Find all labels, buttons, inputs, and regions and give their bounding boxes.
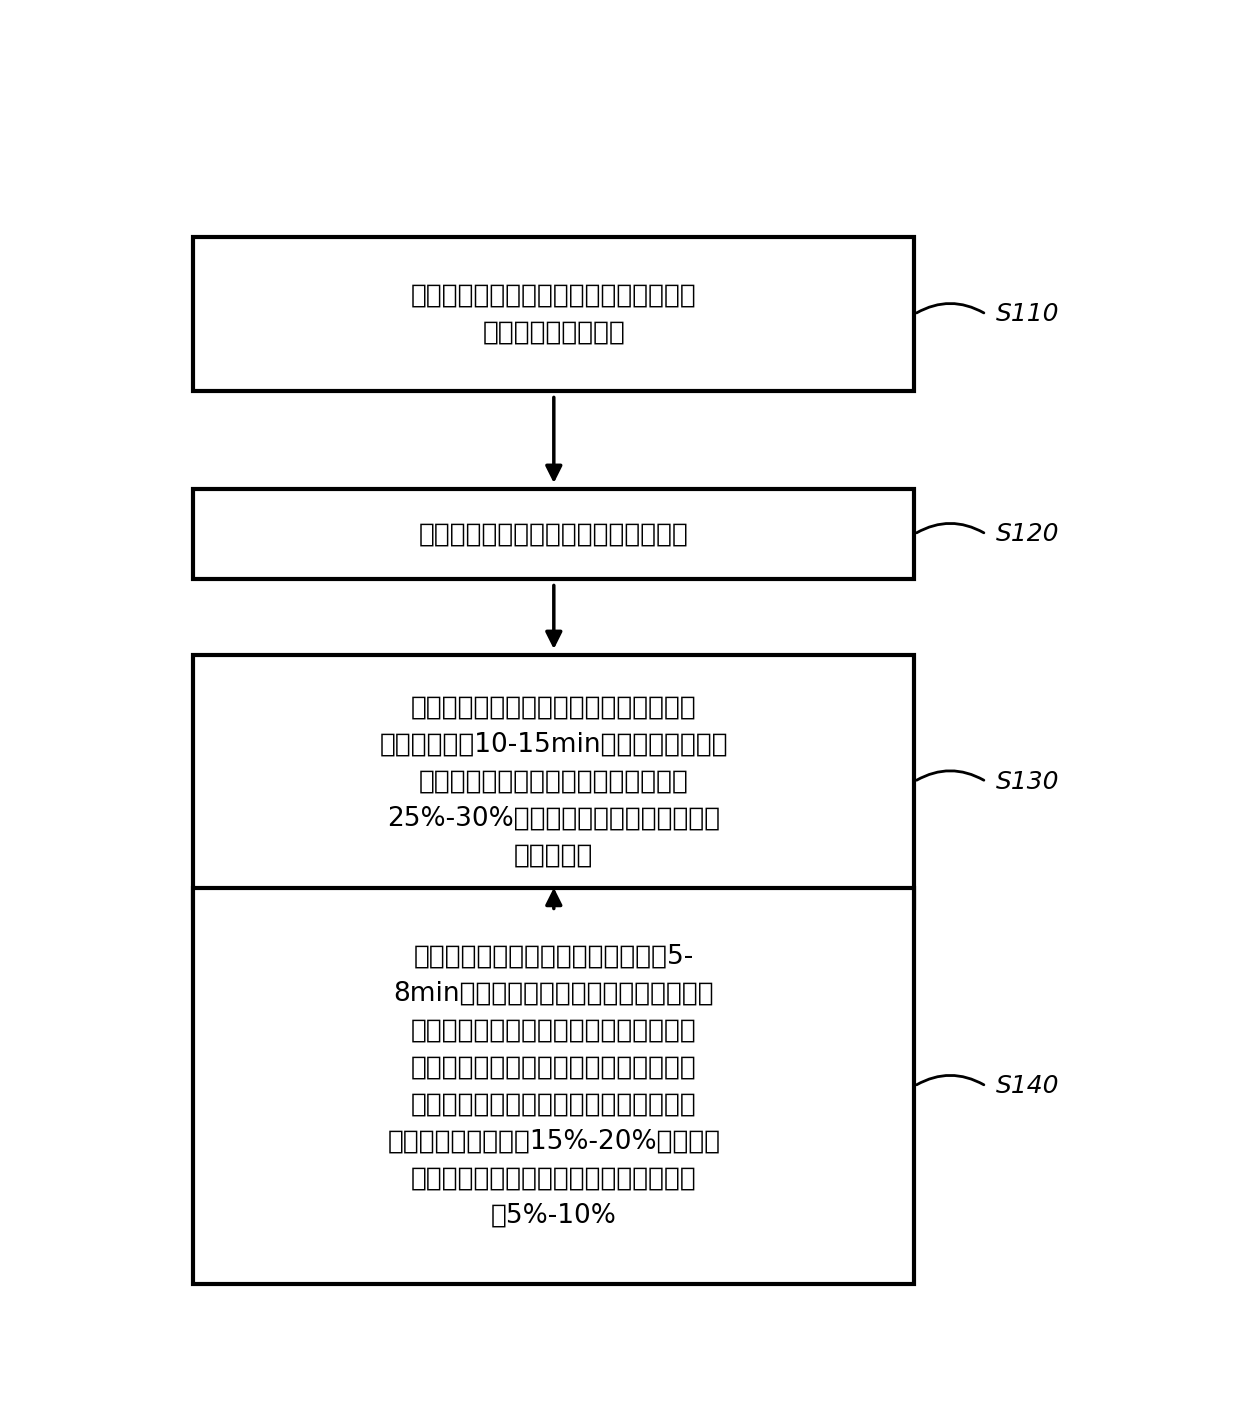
- Text: 向所述固定片的孔中滴加第二溶液，5-
8min后即实现颅骨组织的光透明化，可用
于光学显微成像系统进行成像；其中，所
述第二溶液包括阴离子表面活性剂水溶液
和水: 向所述固定片的孔中滴加第二溶液，5- 8min后即实现颅骨组织的光透明化，可用 …: [387, 944, 720, 1228]
- FancyBboxPatch shape: [193, 888, 914, 1284]
- FancyBboxPatch shape: [193, 655, 914, 908]
- Text: 将带孔固定片固定在经吹干的颅骨表面: 将带孔固定片固定在经吹干的颅骨表面: [419, 521, 688, 547]
- Text: S120: S120: [996, 523, 1059, 547]
- Text: 向固定在颅骨表面的所述固定片的孔中滴
加第一溶液，10-15min后将所述第一溶液
擦除；其中，所述第一溶液为质量浓度
25%-30%的酰胺类有机化合物及其衍生: 向固定在颅骨表面的所述固定片的孔中滴 加第一溶液，10-15min后将所述第一溶…: [379, 694, 728, 868]
- Text: S140: S140: [996, 1074, 1059, 1098]
- Text: 在颅骨表皮上剪一开口，擦除颅骨表面粘
膜并将颅骨表面吹干: 在颅骨表皮上剪一开口，擦除颅骨表面粘 膜并将颅骨表面吹干: [410, 283, 697, 346]
- Text: S130: S130: [996, 770, 1059, 794]
- Text: S110: S110: [996, 303, 1059, 327]
- FancyBboxPatch shape: [193, 490, 914, 580]
- FancyBboxPatch shape: [193, 237, 914, 391]
